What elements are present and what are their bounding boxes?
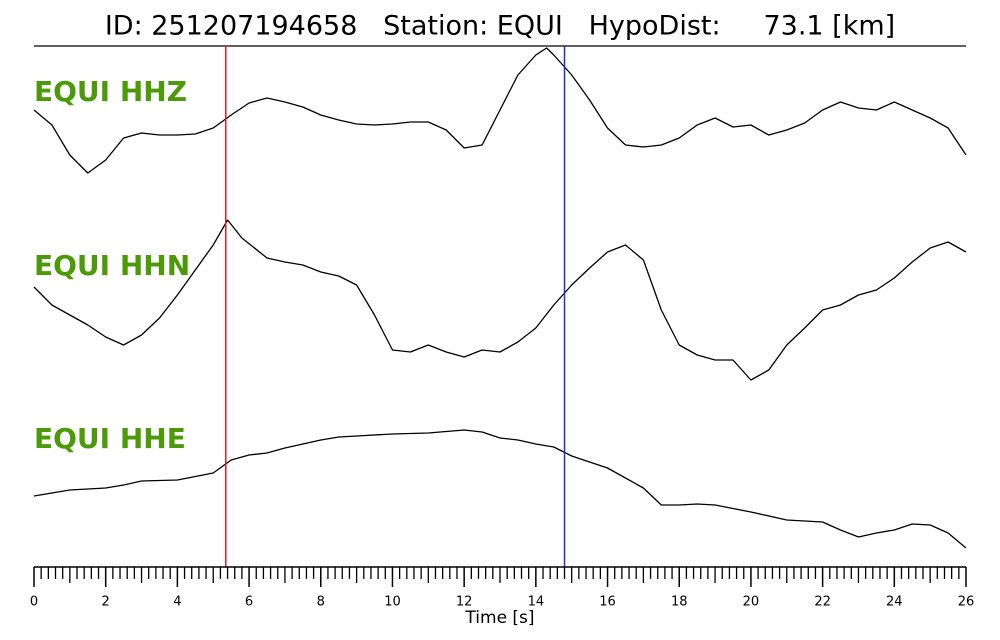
x-tick-label: 20 [743, 595, 760, 610]
trace-label: EQUI HHN [34, 249, 190, 282]
x-tick-label: 22 [814, 595, 831, 610]
x-tick-label: 14 [528, 595, 545, 610]
x-tick-label: 4 [173, 595, 181, 610]
x-tick-label: 12 [456, 595, 473, 610]
trace-label: EQUI HHE [34, 422, 186, 455]
x-tick-label: 16 [599, 595, 616, 610]
trace-label: EQUI HHZ [34, 75, 187, 108]
x-tick-label: 2 [102, 595, 110, 610]
x-tick-label: 6 [245, 595, 253, 610]
x-tick-label: 0 [30, 595, 38, 610]
trace [33, 429, 967, 549]
x-tick-label: 10 [384, 595, 401, 610]
x-tick-label: 18 [671, 595, 688, 610]
x-tick-label: 8 [317, 595, 325, 610]
x-tick-label: 26 [958, 595, 975, 610]
x-axis-label: Time [s] [464, 608, 534, 628]
x-tick-label: 24 [886, 595, 903, 610]
chart-title: ID: 251207194658 Station: EQUI HypoDist:… [105, 11, 895, 42]
trace [33, 219, 967, 381]
trace [33, 47, 967, 174]
